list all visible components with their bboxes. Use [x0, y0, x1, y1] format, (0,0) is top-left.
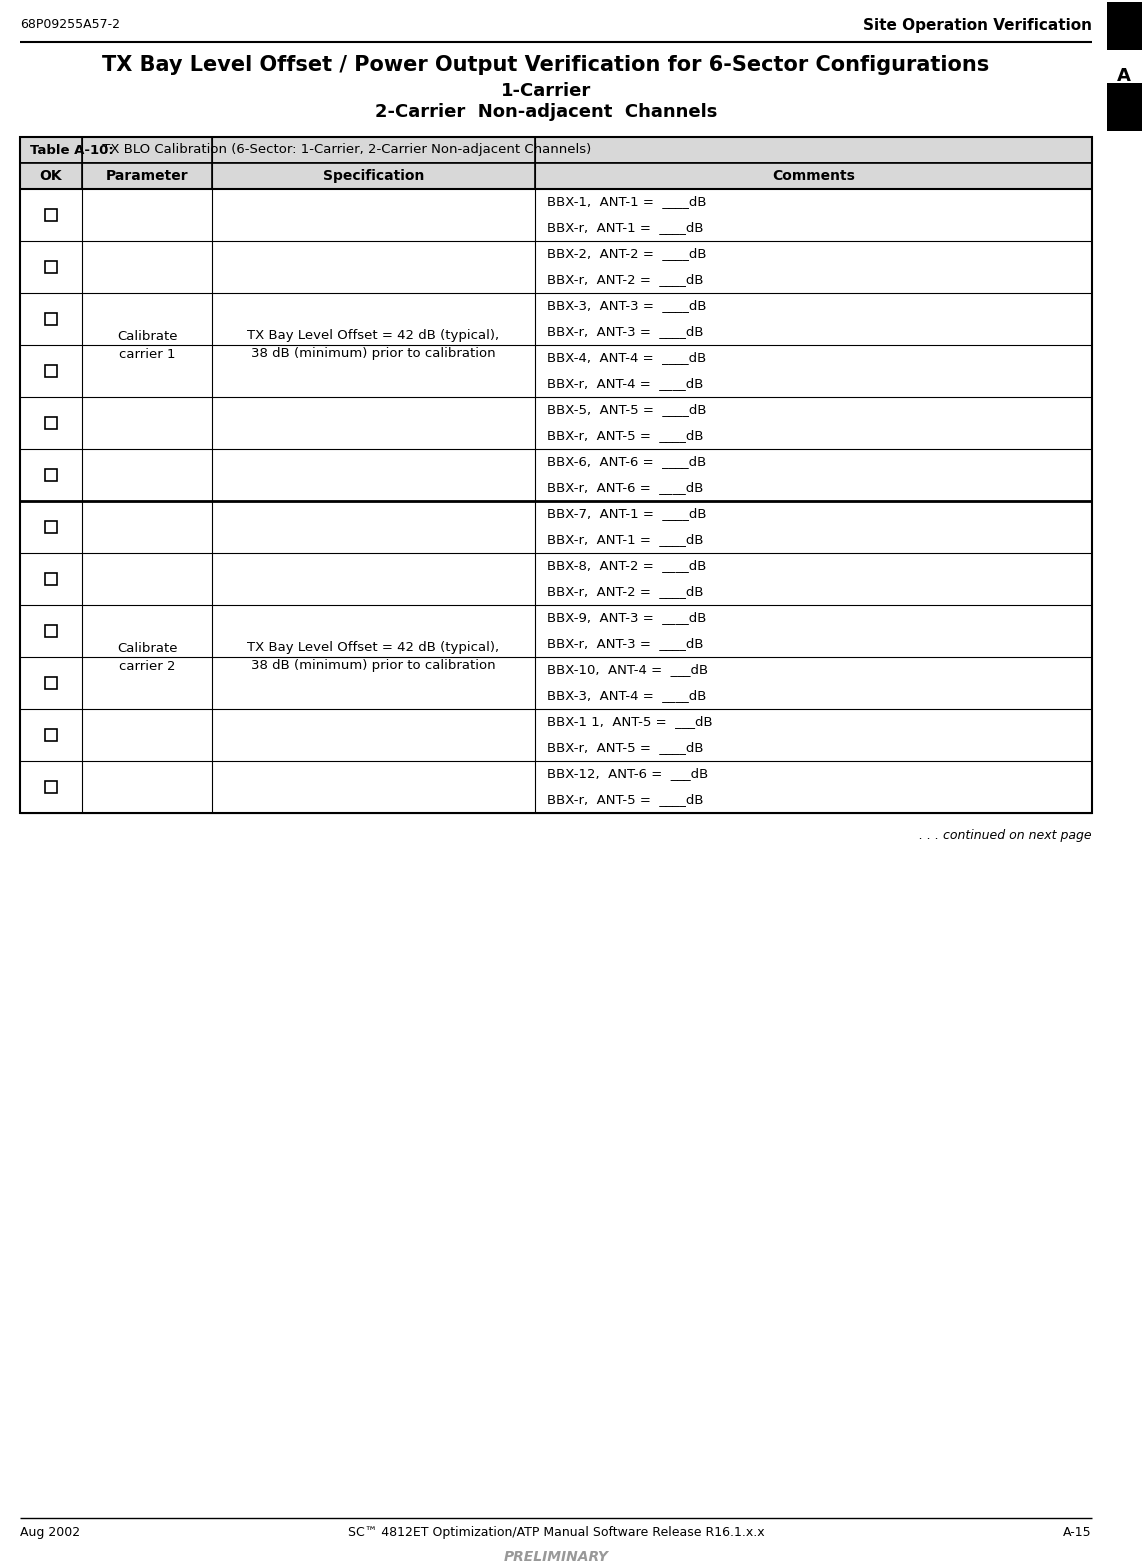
Text: PRELIMINARY: PRELIMINARY	[504, 1549, 609, 1563]
Bar	[21, 138, 1092, 163]
Text: BBX-r,  ANT-2 =  ____dB: BBX-r, ANT-2 = ____dB	[547, 274, 703, 286]
Text: BBX-r,  ANT-5 =  ____dB: BBX-r, ANT-5 = ____dB	[547, 793, 703, 806]
Bar	[45, 210, 57, 221]
Bar	[45, 678, 57, 689]
Text: TX BLO Calibration (6-Sector: 1-Carrier, 2-Carrier Non-adjacent Channels): TX BLO Calibration (6-Sector: 1-Carrier,…	[98, 144, 592, 156]
Bar	[45, 781, 57, 793]
Text: TX Bay Level Offset = 42 dB (typical),
38 dB (minimum) prior to calibration: TX Bay Level Offset = 42 dB (typical), 3…	[248, 330, 499, 360]
Text: BBX-7,  ANT-1 =  ____dB: BBX-7, ANT-1 = ____dB	[547, 507, 707, 521]
Text: BBX-r,  ANT-1 =  ____dB: BBX-r, ANT-1 = ____dB	[547, 222, 703, 235]
Text: BBX-5,  ANT-5 =  ____dB: BBX-5, ANT-5 = ____dB	[547, 404, 707, 416]
Bar	[45, 365, 57, 377]
Text: BBX-3,  ANT-3 =  ____dB: BBX-3, ANT-3 = ____dB	[547, 299, 707, 313]
Bar	[21, 163, 1092, 189]
Text: OK: OK	[40, 169, 63, 183]
Text: Calibrate
carrier 2: Calibrate carrier 2	[116, 642, 177, 673]
Text: BBX-r,  ANT-2 =  ____dB: BBX-r, ANT-2 = ____dB	[547, 585, 703, 598]
Text: BBX-8,  ANT-2 =  ____dB: BBX-8, ANT-2 = ____dB	[547, 560, 707, 573]
Text: A: A	[1117, 67, 1131, 85]
Text: BBX-r,  ANT-5 =  ____dB: BBX-r, ANT-5 = ____dB	[547, 429, 703, 443]
Text: Calibrate
carrier 1: Calibrate carrier 1	[116, 330, 177, 360]
Bar	[21, 138, 1092, 812]
Bar	[1107, 83, 1142, 131]
Text: Comments: Comments	[772, 169, 855, 183]
Text: BBX-4,  ANT-4 =  ____dB: BBX-4, ANT-4 = ____dB	[547, 352, 706, 365]
Bar	[45, 416, 57, 429]
Text: Specification: Specification	[323, 169, 424, 183]
Text: 1-Carrier: 1-Carrier	[501, 81, 592, 100]
Text: BBX-r,  ANT-3 =  ____dB: BBX-r, ANT-3 = ____dB	[547, 326, 703, 338]
Text: BBX-6,  ANT-6 =  ____dB: BBX-6, ANT-6 = ____dB	[547, 455, 706, 468]
Bar	[45, 470, 57, 480]
Text: 2-Carrier  Non-adjacent  Channels: 2-Carrier Non-adjacent Channels	[375, 103, 717, 121]
Bar	[45, 573, 57, 585]
Text: Table A-10:: Table A-10:	[30, 144, 114, 156]
Text: BBX-r,  ANT-4 =  ____dB: BBX-r, ANT-4 = ____dB	[547, 377, 703, 391]
Bar	[45, 729, 57, 740]
Text: A-15: A-15	[1063, 1526, 1092, 1538]
Text: Aug 2002: Aug 2002	[21, 1526, 80, 1538]
Text: BBX-12,  ANT-6 =  ___dB: BBX-12, ANT-6 = ___dB	[547, 767, 708, 781]
Text: BBX-10,  ANT-4 =  ___dB: BBX-10, ANT-4 = ___dB	[547, 664, 708, 676]
Text: BBX-r,  ANT-1 =  ____dB: BBX-r, ANT-1 = ____dB	[547, 534, 703, 546]
Text: Parameter: Parameter	[106, 169, 188, 183]
Text: BBX-9,  ANT-3 =  ____dB: BBX-9, ANT-3 = ____dB	[547, 612, 707, 624]
Text: BBX-r,  ANT-5 =  ____dB: BBX-r, ANT-5 = ____dB	[547, 742, 703, 754]
Text: BBX-1,  ANT-1 =  ____dB: BBX-1, ANT-1 = ____dB	[547, 196, 707, 208]
Bar	[45, 624, 57, 637]
Text: SC™ 4812ET Optimization/ATP Manual Software Release R16.1.x.x: SC™ 4812ET Optimization/ATP Manual Softw…	[347, 1526, 764, 1538]
Text: . . . continued on next page: . . . continued on next page	[919, 829, 1092, 842]
Bar	[45, 261, 57, 272]
Text: BBX-1 1,  ANT-5 =  ___dB: BBX-1 1, ANT-5 = ___dB	[547, 715, 713, 728]
Text: BBX-r,  ANT-6 =  ____dB: BBX-r, ANT-6 = ____dB	[547, 482, 703, 495]
Bar	[45, 313, 57, 326]
Text: BBX-3,  ANT-4 =  ____dB: BBX-3, ANT-4 = ____dB	[547, 690, 707, 703]
Bar	[45, 521, 57, 534]
Text: BBX-2,  ANT-2 =  ____dB: BBX-2, ANT-2 = ____dB	[547, 247, 707, 260]
Text: BBX-r,  ANT-3 =  ____dB: BBX-r, ANT-3 = ____dB	[547, 637, 703, 651]
Text: TX Bay Level Offset = 42 dB (typical),
38 dB (minimum) prior to calibration: TX Bay Level Offset = 42 dB (typical), 3…	[248, 642, 499, 673]
Text: 68P09255A57-2: 68P09255A57-2	[21, 19, 120, 31]
Text: Site Operation Verification: Site Operation Verification	[863, 19, 1092, 33]
Text: TX Bay Level Offset / Power Output Verification for 6-Sector Configurations: TX Bay Level Offset / Power Output Verif…	[103, 55, 990, 75]
Bar	[1107, 2, 1142, 50]
